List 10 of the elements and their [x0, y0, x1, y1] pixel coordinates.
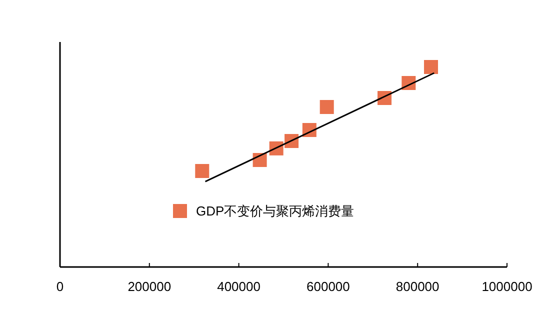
x-tick-label: 200000: [128, 279, 172, 294]
legend-label: GDP不变价与聚丙烯消费量: [196, 204, 354, 219]
x-tick-label: 400000: [217, 279, 260, 294]
point: [320, 100, 334, 114]
x-tick-label: 0: [56, 279, 64, 294]
point: [424, 60, 438, 74]
x-tick-label: 1000000: [482, 279, 532, 294]
point: [195, 164, 210, 178]
x-tick-label: 800000: [396, 279, 440, 294]
x-tick-label: 600000: [306, 279, 350, 294]
